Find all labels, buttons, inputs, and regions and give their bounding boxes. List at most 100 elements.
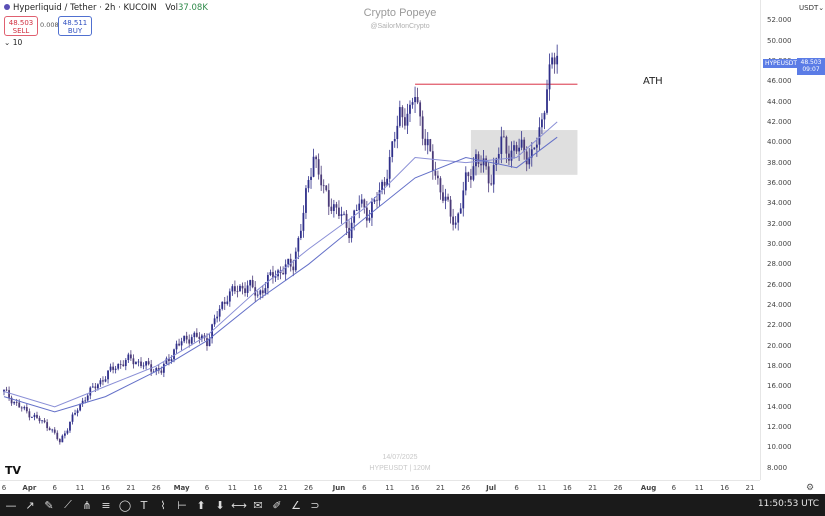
candle-body <box>129 354 132 359</box>
candle-body <box>398 107 401 126</box>
candle-body <box>223 301 226 304</box>
candle-body <box>119 364 122 365</box>
candle-body <box>175 343 178 350</box>
price-tick-label: 18.000 <box>767 362 792 371</box>
candle-body <box>81 400 84 404</box>
fib-icon[interactable]: ≡ <box>101 498 111 512</box>
measure-icon[interactable]: ⟷ <box>231 498 247 512</box>
price-chart[interactable] <box>0 0 760 480</box>
candle-body <box>289 258 292 267</box>
ray-icon[interactable]: ⟋ <box>64 498 72 511</box>
candle-body <box>475 154 477 167</box>
candle-body <box>485 158 488 167</box>
candle-body <box>556 55 559 65</box>
candle-body <box>244 288 246 293</box>
candle-body <box>183 335 186 342</box>
time-tick-label: Aug <box>640 484 657 492</box>
candle-body <box>48 428 51 431</box>
volume-label: Vol <box>165 3 178 13</box>
currency-label: USDT <box>799 4 819 12</box>
chart-area[interactable]: Hyperliquid / Tether · 2h · KUCOIN Vol37… <box>0 0 760 480</box>
moving-average-line-2 <box>3 136 558 413</box>
price-tick-label: 46.000 <box>767 77 792 86</box>
drawing-toolbar[interactable]: — ↗ ✎ ⟋ ⋔ ≡ ◯ T ⌇ ⊢ ⬆ ⬇ ⟷ ✉ ✐ ∠ ⊃ 11:50:53 UTC <box>0 494 825 516</box>
indicator-row[interactable]: ⌄ 10 <box>4 38 22 47</box>
candle-body <box>63 433 66 436</box>
candle-body <box>231 286 234 292</box>
brush-icon[interactable]: ✐ <box>272 498 282 512</box>
candle-body <box>508 153 510 161</box>
candle-body <box>236 291 239 293</box>
time-tick-label: 16 <box>562 484 572 492</box>
symbol-title[interactable]: Hyperliquid / Tether · 2h · KUCOIN Vol37… <box>4 3 208 13</box>
candle-body <box>419 102 422 117</box>
candle-body <box>282 272 285 275</box>
text-icon[interactable]: T <box>140 498 148 512</box>
candle-body <box>102 380 104 382</box>
candle-body <box>523 139 526 152</box>
candle-body <box>74 413 76 415</box>
sell-button[interactable]: 48.503 SELL <box>4 16 38 36</box>
ruler-icon[interactable]: ⊢ <box>177 498 187 512</box>
candle-body <box>502 136 505 138</box>
pattern-icon[interactable]: ⌇ <box>160 498 166 512</box>
candle-body <box>254 287 257 296</box>
candle-body <box>409 104 411 114</box>
candle-body <box>261 290 264 294</box>
price-tick-label: 36.000 <box>767 178 792 187</box>
chevron-down-icon[interactable]: ⌄ <box>4 38 11 47</box>
note-icon[interactable]: ✉ <box>253 498 263 512</box>
utc-clock[interactable]: 11:50:53 UTC <box>757 499 819 509</box>
currency-selector[interactable]: USDT⌄ <box>799 4 824 12</box>
candle-body <box>127 354 130 361</box>
candle-body <box>297 238 300 252</box>
candle-body <box>8 390 10 398</box>
price-tick-label: 50.000 <box>767 36 792 45</box>
candle-body <box>69 421 71 431</box>
price-axis[interactable]: USDT⌄ 8.000 10.000 12.000 14.000 16.000 18.00… <box>760 0 825 480</box>
candle-body <box>378 190 381 201</box>
candle-body <box>312 156 315 177</box>
candle-body <box>497 153 500 159</box>
symbol-dot-icon <box>4 4 10 10</box>
pitchfork-icon[interactable]: ⋔ <box>82 498 92 512</box>
candle-body <box>185 335 188 340</box>
candle-body <box>436 175 439 179</box>
candle-body <box>469 176 472 180</box>
volume-value: 37.08K <box>177 3 208 13</box>
horizontal-line-icon[interactable]: — <box>5 498 17 512</box>
circle-icon[interactable]: ◯ <box>118 498 132 512</box>
pencil-icon[interactable]: ✎ <box>44 498 54 512</box>
candle-body <box>18 402 21 408</box>
watermark-date: 14/07/2025 <box>382 454 418 461</box>
time-tick-label: 6 <box>204 484 210 492</box>
candle-body <box>447 196 449 200</box>
long-position-icon[interactable]: ⬆ <box>196 498 206 512</box>
watermark-handle: @SailorMonCrypto <box>370 23 430 30</box>
candle-body <box>122 364 125 367</box>
time-tick-label: Apr <box>22 484 37 492</box>
candle-body <box>340 214 343 217</box>
candle-body <box>56 432 59 440</box>
settings-gear-icon[interactable]: ⚙ <box>806 482 815 492</box>
candle-body <box>515 145 518 152</box>
candle-body <box>13 401 16 404</box>
buy-button[interactable]: 48.511 BUY <box>58 16 92 36</box>
magnet-icon[interactable]: ⊃ <box>310 498 320 512</box>
spread-value: 0.008 <box>40 21 59 29</box>
trend-angle-icon[interactable]: ∠ <box>291 498 301 512</box>
price-tick-label: 44.000 <box>767 97 792 106</box>
short-position-icon[interactable]: ⬇ <box>215 498 225 512</box>
candle-body <box>505 136 508 154</box>
arrow-icon[interactable]: ↗ <box>25 498 35 512</box>
candle-body <box>355 210 358 211</box>
candle-body <box>381 181 383 191</box>
candle-body <box>421 116 424 139</box>
candle-body <box>325 185 328 191</box>
price-tick-label: 22.000 <box>767 321 792 330</box>
time-axis[interactable]: 6 Apr 6 11 16 21 26 May 6 11 16 21 26 Jun 6 11 16 21 26 Jul… <box>0 480 814 495</box>
time-tick-label: 26 <box>613 484 623 492</box>
time-tick-label: 6 <box>362 484 367 492</box>
time-tick-label: 16 <box>410 484 420 492</box>
candle-body <box>178 343 180 346</box>
